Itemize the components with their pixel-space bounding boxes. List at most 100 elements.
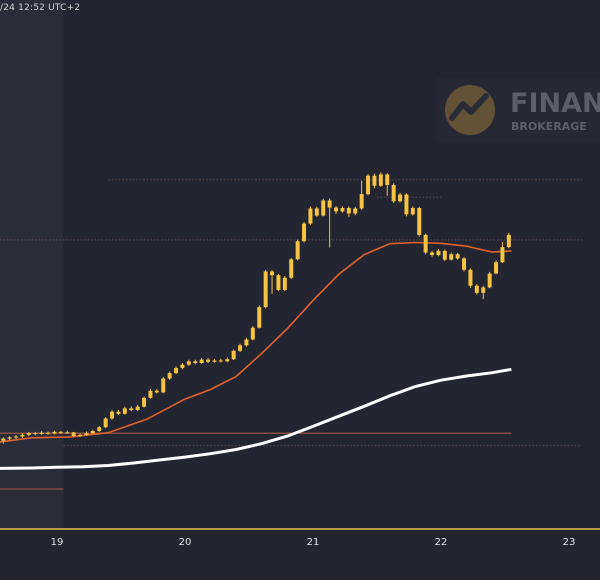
candle-body <box>250 327 255 340</box>
candle-55 <box>353 206 358 216</box>
candle-17 <box>110 410 115 420</box>
candle-29 <box>186 359 191 366</box>
candle-body <box>148 390 153 398</box>
candle-56 <box>359 180 364 210</box>
candle-23 <box>148 389 153 399</box>
candle-25 <box>161 376 166 394</box>
candle-body <box>366 175 371 195</box>
candle-body <box>97 427 102 432</box>
candle-59 <box>378 172 383 188</box>
candle-body <box>52 431 57 434</box>
shaded-region <box>0 0 64 529</box>
candle-32 <box>206 357 211 363</box>
candle-63 <box>404 193 409 217</box>
candle-71 <box>455 252 460 260</box>
candle-body <box>295 241 300 260</box>
candle-body <box>378 174 383 186</box>
candle-54 <box>346 206 351 217</box>
candle-body <box>263 271 268 308</box>
candle-16 <box>103 417 108 429</box>
candle-40 <box>257 305 262 329</box>
candle-body <box>244 339 249 346</box>
candle-body <box>167 373 172 379</box>
watermark-brand: FINAN <box>510 88 600 119</box>
candle-body <box>26 433 31 435</box>
candle-18 <box>116 410 121 416</box>
candle-body <box>154 390 159 393</box>
candle-60 <box>385 173 390 196</box>
candle-66 <box>423 233 428 255</box>
candle-body <box>449 254 454 260</box>
candle-34 <box>218 358 223 363</box>
candle-14 <box>90 429 95 434</box>
candle-body <box>46 432 51 434</box>
candle-body <box>436 250 441 256</box>
candle-body <box>385 174 390 185</box>
candle-body <box>206 359 211 362</box>
candle-15 <box>97 426 102 432</box>
candles <box>1 172 511 444</box>
candle-6 <box>39 431 44 435</box>
candle-body <box>225 359 230 362</box>
candle-body <box>135 406 140 411</box>
candle-body <box>340 208 345 212</box>
candle-51 <box>327 198 332 248</box>
candle-42 <box>270 270 275 294</box>
candle-62 <box>398 192 403 203</box>
watermark-sub: BROKERAGE <box>511 120 587 133</box>
candle-27 <box>174 366 179 374</box>
candle-body <box>321 200 326 216</box>
candle-43 <box>276 273 281 292</box>
candle-28 <box>180 363 185 370</box>
candle-79 <box>506 232 511 249</box>
candle-48 <box>308 206 313 225</box>
candle-61 <box>391 183 396 203</box>
candle-78 <box>500 242 505 264</box>
candle-body <box>116 411 121 414</box>
x-tick-label-20: 20 <box>179 537 192 548</box>
candle-body <box>122 408 127 414</box>
ma-fast-line <box>0 241 512 443</box>
candle-0 <box>1 437 6 444</box>
candle-33 <box>212 358 217 363</box>
candle-body <box>506 234 511 248</box>
ma-slow-line <box>0 367 512 470</box>
candle-body <box>20 434 25 437</box>
candle-69 <box>442 249 447 261</box>
candle-39 <box>250 326 255 341</box>
candle-body <box>238 345 243 351</box>
candle-body <box>7 437 12 439</box>
candle-24 <box>154 389 159 394</box>
candle-body <box>481 287 486 293</box>
x-axis-ticks: 19 20 21 22 23 <box>51 537 576 548</box>
candle-57 <box>366 174 371 196</box>
candle-body <box>129 408 134 411</box>
candle-67 <box>430 250 435 257</box>
candle-body <box>14 436 19 438</box>
candle-body <box>78 434 83 437</box>
candle-body <box>398 194 403 202</box>
candle-body <box>199 359 204 363</box>
candle-74 <box>474 284 479 295</box>
x-tick-label-19: 19 <box>51 537 64 548</box>
candle-72 <box>462 257 467 272</box>
candle-body <box>494 262 499 274</box>
candle-body <box>110 411 115 419</box>
candle-47 <box>302 221 307 243</box>
candle-body <box>282 277 287 290</box>
candle-body <box>270 271 275 276</box>
candle-41 <box>263 269 268 309</box>
candle-body <box>487 273 492 288</box>
candle-13 <box>84 431 89 436</box>
candle-body <box>500 247 505 263</box>
candle-body <box>231 350 236 360</box>
candle-body <box>410 208 415 215</box>
candle-body <box>289 259 294 278</box>
candle-body <box>430 252 435 256</box>
candle-body <box>462 258 467 270</box>
candle-body <box>39 432 44 434</box>
candle-49 <box>314 206 319 217</box>
candle-body <box>391 184 396 202</box>
